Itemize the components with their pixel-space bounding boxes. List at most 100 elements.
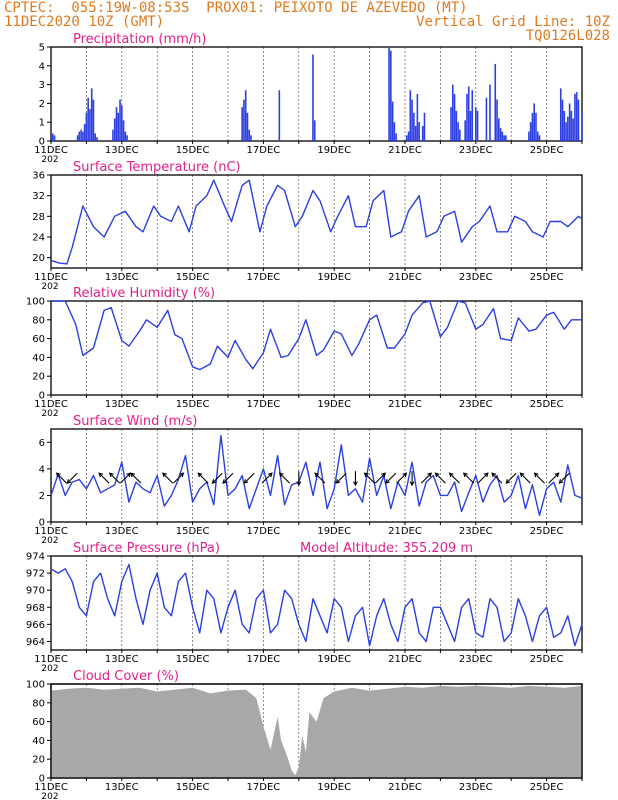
y-tick-label: 972 bbox=[26, 569, 45, 580]
x-tick-label: 15DEC bbox=[176, 145, 210, 156]
x-tick-label: 13DEC bbox=[105, 272, 139, 283]
series-line bbox=[50, 563, 583, 647]
precip-bar bbox=[241, 107, 243, 141]
precip-bar bbox=[393, 122, 396, 141]
wind-arrow-head bbox=[402, 472, 408, 478]
x-tick-label: 19DEC bbox=[317, 145, 351, 156]
precip-bar bbox=[312, 54, 314, 141]
precip-bar bbox=[51, 133, 54, 141]
precip-bar bbox=[244, 90, 247, 141]
x-tick-label: 15DEC bbox=[176, 272, 210, 283]
wind-arrow-head bbox=[363, 472, 369, 478]
panel-title: Precipitation (mm/h) bbox=[73, 32, 206, 47]
header-grid-note: Vertical Grid Line: 10Z bbox=[416, 14, 610, 30]
panel-5 bbox=[47, 683, 583, 781]
y-tick-label: 100 bbox=[26, 297, 45, 308]
precip-bar bbox=[82, 131, 84, 141]
precip-bar bbox=[538, 135, 541, 141]
precip-bar bbox=[395, 133, 397, 141]
precip-bar bbox=[414, 125, 417, 141]
model-altitude: Model Altitude: 355.209 m bbox=[300, 541, 473, 556]
x-tick-label: 19DEC bbox=[317, 272, 351, 283]
x-tick-label: 25DEC bbox=[530, 272, 564, 283]
precip-bar bbox=[117, 112, 120, 141]
x-tick-label: 13DEC bbox=[105, 782, 139, 793]
precip-bar bbox=[565, 122, 567, 141]
series-line bbox=[50, 179, 583, 265]
precip-bar bbox=[421, 125, 424, 141]
y-tick-label: 966 bbox=[26, 620, 45, 631]
precip-bar bbox=[248, 129, 251, 141]
precip-bar bbox=[313, 120, 316, 141]
precip-bar bbox=[94, 133, 97, 141]
x-tick-label: 15DEC bbox=[176, 782, 210, 793]
wind-arrow-head bbox=[314, 472, 320, 478]
precip-bar bbox=[115, 107, 118, 141]
x-tick-label: 15DEC bbox=[176, 654, 210, 665]
header-model-id: TQ0126L028 bbox=[525, 28, 610, 44]
wind-arrow-head bbox=[55, 472, 61, 478]
wind-arrow-head bbox=[66, 479, 72, 484]
precip-bar bbox=[577, 99, 580, 141]
wind-arrow bbox=[56, 472, 67, 484]
plot-frame bbox=[50, 428, 583, 523]
precip-bar bbox=[92, 99, 95, 141]
y-tick-label: 0 bbox=[39, 518, 45, 529]
y-tick-label: 36 bbox=[32, 171, 45, 182]
wind-arrow bbox=[374, 472, 386, 484]
panel-1 bbox=[47, 174, 583, 271]
y-tick-label: 970 bbox=[26, 586, 45, 597]
y-tick-label: 6 bbox=[39, 438, 45, 449]
wind-arrow bbox=[243, 472, 255, 484]
y-tick-label: 40 bbox=[32, 736, 45, 747]
precip-bar bbox=[494, 63, 497, 141]
panel-2 bbox=[47, 300, 583, 398]
wind-arrow-head bbox=[558, 479, 564, 484]
precip-bar bbox=[531, 112, 534, 141]
wind-arrow-head bbox=[162, 472, 167, 478]
precip-bar bbox=[126, 135, 128, 141]
wind-arrow-head bbox=[98, 472, 104, 478]
x-tick-label: 17DEC bbox=[247, 145, 281, 156]
plot-frame bbox=[50, 555, 583, 651]
wind-arrow bbox=[120, 472, 131, 484]
x-tick-label: 23DEC bbox=[459, 399, 493, 410]
x-tick-label: 13DEC bbox=[105, 145, 139, 156]
wind-arrow bbox=[463, 472, 475, 484]
wind-arrow-head bbox=[130, 472, 136, 478]
precip-bar bbox=[453, 94, 456, 141]
precip-bar bbox=[464, 120, 466, 141]
precip-bar bbox=[535, 112, 537, 141]
wind-arrow-head bbox=[278, 472, 284, 478]
precip-bar bbox=[411, 99, 413, 141]
x-tick-label: 25DEC bbox=[530, 654, 564, 665]
wind-arrow-head bbox=[179, 472, 185, 478]
precip-bar bbox=[567, 116, 569, 141]
precip-bar bbox=[87, 97, 89, 141]
x-tick-label: 21DEC bbox=[388, 272, 422, 283]
precip-bar bbox=[90, 88, 93, 141]
precip-bar bbox=[469, 110, 472, 141]
plot-frame bbox=[50, 300, 583, 396]
wind-arrow-head bbox=[462, 472, 468, 478]
precip-bar bbox=[80, 129, 82, 141]
precip-bar bbox=[121, 105, 123, 141]
x-tick-label: 11DEC bbox=[34, 654, 68, 665]
wind-arrow bbox=[449, 472, 460, 484]
x-tick-label: 23DEC bbox=[459, 782, 493, 793]
y-tick-label: 0 bbox=[39, 137, 45, 148]
series-line bbox=[50, 434, 583, 517]
precip-bar bbox=[498, 118, 500, 141]
y-tick-label: 20 bbox=[32, 372, 45, 383]
x-tick-label: 17DEC bbox=[247, 654, 281, 665]
x-tick-label: 11DEC bbox=[34, 145, 68, 156]
precip-bar bbox=[575, 92, 578, 141]
x-tick-label: 11DEC bbox=[34, 526, 68, 537]
precip-bar bbox=[413, 112, 415, 141]
precip-bar bbox=[459, 129, 461, 141]
y-tick-label: 4 bbox=[39, 464, 45, 475]
precip-bar bbox=[124, 131, 127, 141]
precip-bar bbox=[503, 135, 505, 141]
precip-bar bbox=[533, 103, 536, 141]
precip-bar bbox=[563, 110, 566, 141]
